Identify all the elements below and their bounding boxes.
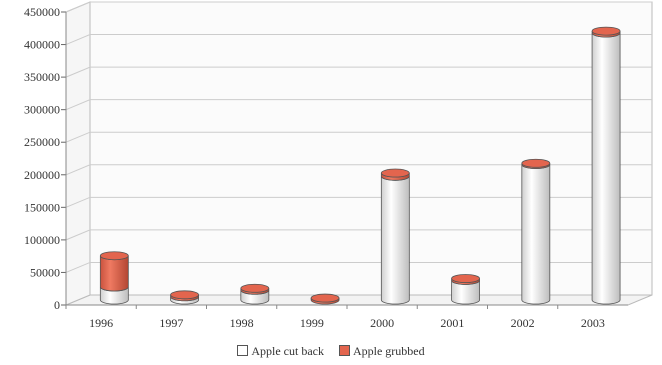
gridline-150000 <box>65 196 652 208</box>
legend-swatch-grubbed <box>338 345 350 356</box>
bar-2000 <box>380 168 410 305</box>
bar-segment-grubbed-1996 <box>99 255 129 292</box>
gridline-450000 <box>65 1 652 13</box>
bar-top-1999 <box>310 293 340 303</box>
side-wall <box>65 1 91 306</box>
bar-top-2001 <box>451 274 480 283</box>
x-tick-label-1996: 1996 <box>89 316 113 330</box>
legend-label-grubbed: Apple grubbed <box>352 344 425 358</box>
bar-2003 <box>591 26 621 305</box>
gridlines <box>65 1 652 273</box>
bar-1998 <box>240 283 270 305</box>
x-tick-label-1998: 1998 <box>230 316 254 330</box>
y-axis-ticks: 0 50000 100000 150000 200000 250000 300000 3500… <box>24 5 67 312</box>
y-tick-label-450000: 450000 <box>24 5 60 19</box>
x-tick-label-2001: 2001 <box>440 316 464 330</box>
bar-1996 <box>99 251 129 305</box>
gridline-300000 <box>65 99 652 111</box>
legend: Apple cut back Apple grubbed <box>0 344 662 359</box>
y-tick-label-400000: 400000 <box>24 38 60 52</box>
bar-top-1998 <box>240 283 270 293</box>
x-tick-label-1997: 1997 <box>159 316 183 330</box>
bar-top-2002 <box>521 158 551 168</box>
y-tick-label-0: 0 <box>54 298 60 312</box>
bar-top-1997 <box>170 290 199 300</box>
y-tick-label-200000: 200000 <box>24 168 60 182</box>
legend-swatch-cut-back <box>237 345 249 356</box>
legend-item-cut-back: Apple cut back <box>237 344 324 359</box>
bar-segment-cut-back-2003 <box>591 32 621 305</box>
bar-2002 <box>521 158 551 305</box>
bar-1997 <box>170 290 199 305</box>
bar-top-2003 <box>591 26 621 36</box>
legend-label-cut-back: Apple cut back <box>251 344 324 358</box>
gridline-100000 <box>65 229 652 241</box>
bar-2001 <box>451 274 480 305</box>
y-tick-label-350000: 350000 <box>24 70 60 84</box>
x-tick-label-2003: 2003 <box>581 316 605 330</box>
x-tick-label-1999: 1999 <box>300 316 324 330</box>
gridline-50000 <box>65 261 652 273</box>
bar-segment-cut-back-2002 <box>521 164 551 305</box>
bar-1999 <box>310 293 340 305</box>
y-tick-label-100000: 100000 <box>24 233 60 247</box>
x-axis-ticks: 1996 1997 1998 1999 2000 2001 2002 2003 <box>65 304 628 330</box>
chart-walls <box>65 1 653 306</box>
floor <box>65 294 653 306</box>
y-tick-label-150000: 150000 <box>24 200 60 214</box>
back-wall <box>89 1 653 296</box>
legend-item-grubbed: Apple grubbed <box>338 344 425 359</box>
gridline-350000 <box>65 66 652 78</box>
y-tick-label-300000: 300000 <box>24 103 60 117</box>
y-tick-label-250000: 250000 <box>24 135 60 149</box>
x-tick-label-2000: 2000 <box>370 316 394 330</box>
bar-segment-cut-back-2000 <box>380 176 410 305</box>
y-tick-label-50000: 50000 <box>30 265 60 279</box>
gridline-250000 <box>65 131 652 143</box>
gridline-200000 <box>65 164 652 176</box>
x-tick-label-2002: 2002 <box>511 316 535 330</box>
bars <box>99 26 621 305</box>
bar-top-2000 <box>380 168 410 178</box>
bar-top-1996 <box>99 251 129 261</box>
gridline-400000 <box>65 34 652 46</box>
